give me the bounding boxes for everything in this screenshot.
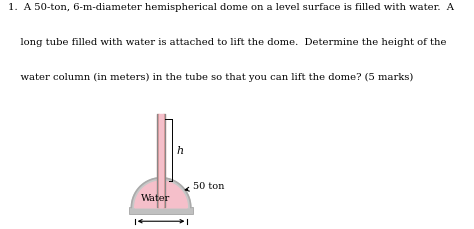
Polygon shape: [159, 115, 163, 207]
Text: long tube filled with water is attached to lift the dome.  Determine the height : long tube filled with water is attached …: [8, 38, 447, 47]
Polygon shape: [131, 178, 191, 207]
Bar: [129, 207, 193, 214]
Text: h: h: [176, 145, 183, 155]
Text: 1.  A 50-ton, 6-m-diameter hemispherical dome on a level surface is filled with : 1. A 50-ton, 6-m-diameter hemispherical …: [8, 3, 454, 12]
Text: Water: Water: [140, 193, 170, 202]
Polygon shape: [157, 115, 159, 207]
Text: 50 ton: 50 ton: [185, 181, 225, 191]
Polygon shape: [163, 115, 164, 207]
Text: water column (in meters) in the tube so that you can lift the dome? (5 marks): water column (in meters) in the tube so …: [8, 72, 413, 81]
Polygon shape: [135, 181, 187, 207]
